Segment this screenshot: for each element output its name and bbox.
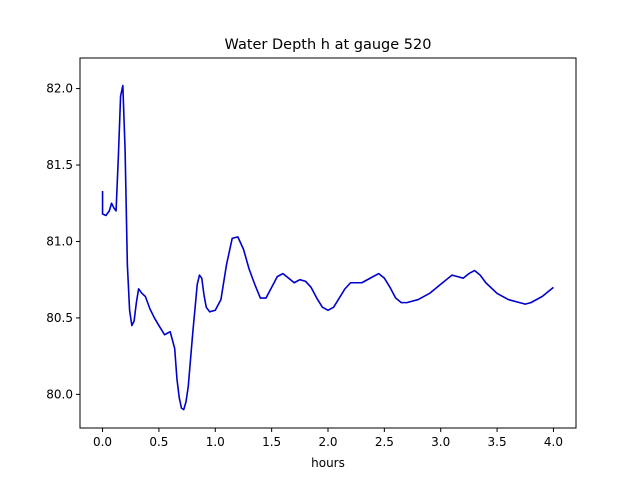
y-tick-label: 81.0 — [46, 234, 73, 248]
x-tick-label: 2.0 — [318, 435, 337, 449]
y-tick-label: 81.5 — [46, 158, 73, 172]
x-tick-label: 4.0 — [544, 435, 563, 449]
x-tick-label: 3.0 — [431, 435, 450, 449]
x-tick-label: 0.5 — [149, 435, 168, 449]
y-tick-label: 82.0 — [46, 82, 73, 96]
x-axis-label: hours — [311, 456, 345, 470]
x-tick-label: 3.5 — [488, 435, 507, 449]
y-tick-label: 80.5 — [46, 311, 73, 325]
chart-title: Water Depth h at gauge 520 — [225, 37, 432, 53]
x-tick-label: 0.0 — [93, 435, 112, 449]
y-tick-label: 80.0 — [46, 387, 73, 401]
x-tick-label: 1.0 — [206, 435, 225, 449]
x-tick-label: 1.5 — [262, 435, 281, 449]
x-tick-label: 2.5 — [375, 435, 394, 449]
